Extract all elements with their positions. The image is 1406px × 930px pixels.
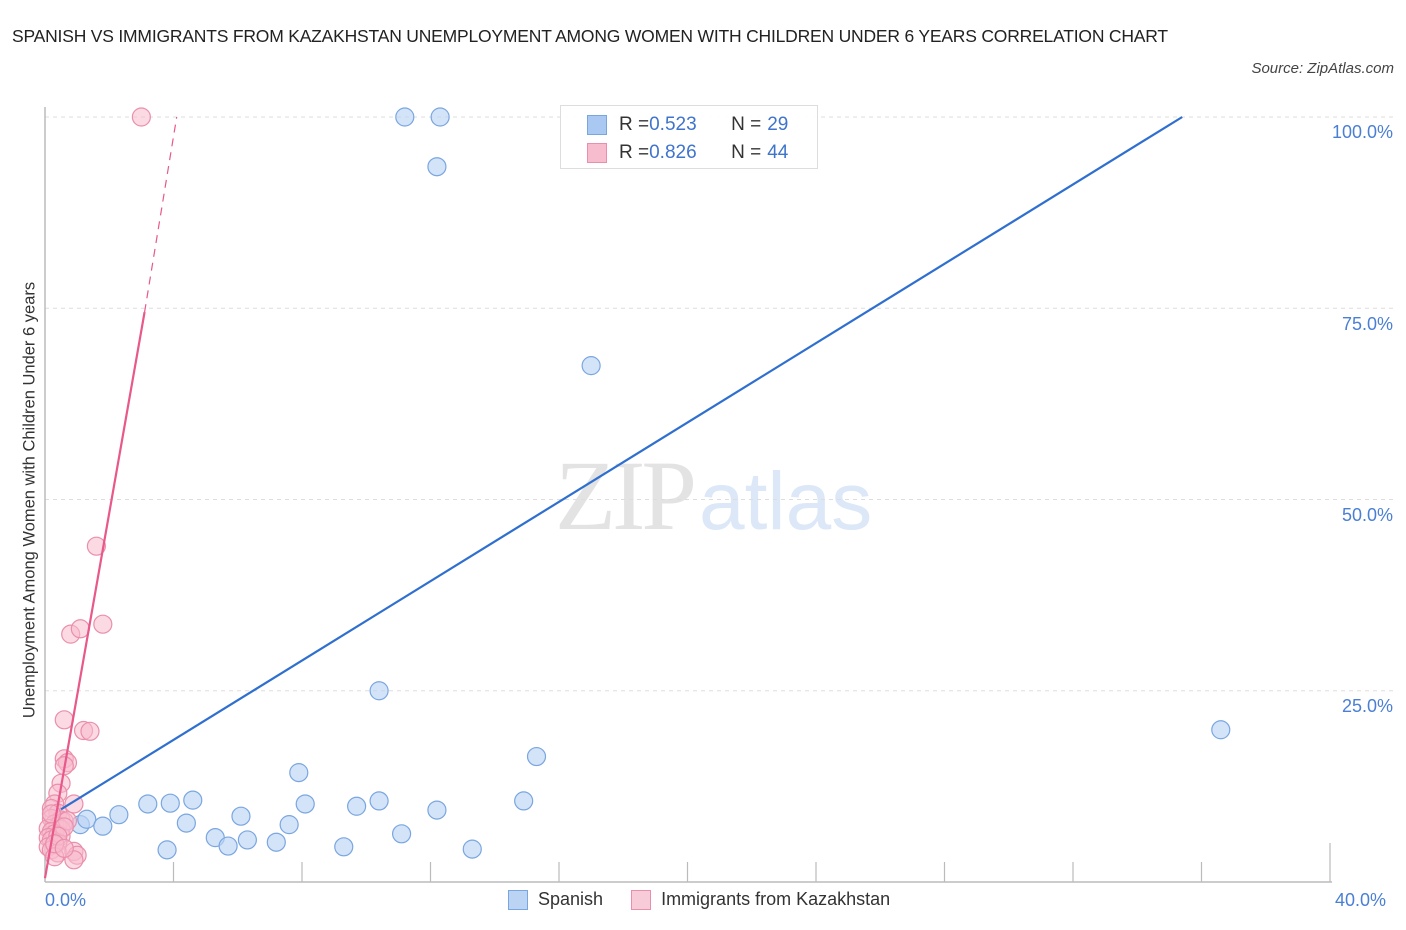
gridlines bbox=[45, 116, 1395, 692]
r-label: R = bbox=[619, 142, 650, 163]
spanish-data-point bbox=[279, 815, 299, 835]
kazakhstan-data-point bbox=[86, 536, 107, 556]
spanish-data-point bbox=[369, 791, 389, 811]
spanish-data-point bbox=[138, 794, 158, 814]
kazakhstan-data-point bbox=[70, 619, 90, 639]
spanish-data-point bbox=[237, 830, 257, 850]
x-tick-0: 0.0% bbox=[45, 890, 87, 910]
spanish-data-point bbox=[218, 836, 238, 856]
x-tick-40: 40.0% bbox=[1335, 890, 1387, 910]
legend-item-spanish[interactable]: Spanish bbox=[508, 889, 603, 910]
series-legend: Spanish Immigrants from Kazakhstan bbox=[508, 889, 918, 910]
spanish-data-point bbox=[369, 681, 389, 701]
kazakhstan-data-point bbox=[80, 721, 100, 741]
legend-row-spanish: R = 0.523 N = 29 bbox=[587, 112, 788, 138]
spanish-data-point bbox=[430, 107, 450, 127]
spanish-data-point bbox=[157, 840, 177, 860]
spanish-data-point bbox=[1211, 720, 1231, 740]
kazakhstan-data-point bbox=[54, 710, 74, 730]
n-label: N = bbox=[731, 142, 762, 163]
legend-row-kazakhstan: R = 0.826 N = 44 bbox=[587, 140, 788, 166]
spanish-data-point bbox=[334, 837, 354, 857]
correlation-legend: R = 0.523 N = 29 R = 0.826 N = 44 bbox=[560, 105, 818, 169]
n-value-spanish: 29 bbox=[767, 114, 789, 135]
r-value-kazakhstan: 0.826 bbox=[649, 142, 697, 163]
n-value-kazakhstan: 44 bbox=[767, 142, 789, 163]
spanish-data-point bbox=[176, 813, 196, 833]
spanish-data-point bbox=[427, 157, 447, 177]
spanish-data-point bbox=[514, 791, 534, 811]
legend-label-kazakhstan: Immigrants from Kazakhstan bbox=[661, 889, 891, 909]
r-label: R = bbox=[619, 114, 650, 135]
spanish-data-point bbox=[77, 809, 97, 829]
axes bbox=[44, 107, 1332, 883]
trend-lines bbox=[43, 116, 1183, 879]
y-tick-75: 75.0% bbox=[1341, 314, 1393, 334]
source-label: Source: ZipAtlas.com bbox=[1251, 60, 1394, 77]
spanish-data-point bbox=[395, 107, 415, 127]
kazakhstan-data-point bbox=[131, 107, 151, 127]
kazakhstan-swatch-icon bbox=[631, 889, 652, 910]
spanish-swatch-icon bbox=[508, 889, 528, 910]
spanish-data-point bbox=[462, 839, 482, 859]
spanish-data-point bbox=[295, 794, 315, 814]
spanish-data-point bbox=[109, 805, 129, 825]
n-label: N = bbox=[731, 114, 762, 135]
spanish-data-point bbox=[526, 746, 547, 767]
legend-item-kazakhstan[interactable]: Immigrants from Kazakhstan bbox=[631, 889, 890, 910]
spanish-data-point bbox=[93, 816, 113, 836]
spanish-points bbox=[70, 107, 1231, 860]
kazakhstan-data-point bbox=[93, 614, 113, 634]
chart-title: SPANISH VS IMMIGRANTS FROM KAZAKHSTAN UN… bbox=[12, 26, 1168, 46]
spanish-data-point bbox=[427, 800, 447, 820]
r-value-spanish: 0.523 bbox=[649, 114, 697, 135]
y-tick-100: 100.0% bbox=[1331, 122, 1393, 142]
kazakhstan-data-point bbox=[54, 838, 74, 858]
spanish-data-point bbox=[266, 832, 286, 852]
kazakhstan-trend-line bbox=[43, 311, 146, 879]
legend-label-spanish: Spanish bbox=[538, 889, 604, 909]
kazakhstan-points bbox=[38, 107, 151, 870]
spanish-data-point bbox=[231, 806, 251, 826]
spanish-swatch-icon bbox=[587, 115, 607, 135]
y-tick-50: 50.0% bbox=[1341, 505, 1393, 525]
y-tick-25: 25.0% bbox=[1341, 696, 1393, 716]
spanish-trend-line bbox=[60, 116, 1183, 811]
spanish-data-point bbox=[183, 790, 203, 810]
kazakhstan-swatch-icon bbox=[587, 143, 607, 163]
spanish-data-point bbox=[391, 824, 412, 844]
kazakhstan-trend-extension bbox=[143, 116, 178, 313]
spanish-data-point bbox=[289, 763, 309, 783]
spanish-data-point bbox=[160, 793, 180, 813]
spanish-data-point bbox=[581, 356, 601, 376]
spanish-data-point bbox=[347, 796, 367, 816]
